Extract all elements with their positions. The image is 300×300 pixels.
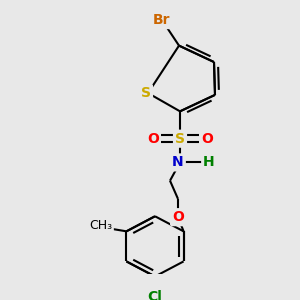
Text: Cl: Cl <box>148 290 162 300</box>
Text: H: H <box>203 155 215 170</box>
Text: O: O <box>147 132 159 146</box>
Text: S: S <box>141 86 151 100</box>
Text: S: S <box>175 132 185 146</box>
Text: N: N <box>172 155 184 170</box>
Text: O: O <box>201 132 213 146</box>
Text: O: O <box>172 210 184 224</box>
Text: CH₃: CH₃ <box>89 219 112 232</box>
Text: Br: Br <box>153 13 171 27</box>
